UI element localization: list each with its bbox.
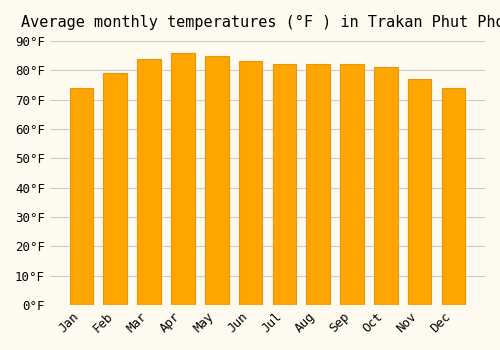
Bar [104,73,127,305]
Bar [340,64,364,305]
Bar [171,52,194,305]
Bar [238,62,262,305]
Title: Average monthly temperatures (°F ) in Trakan Phut Phon: Average monthly temperatures (°F ) in Tr… [21,15,500,30]
Bar [442,88,465,305]
Bar [374,67,398,305]
Bar [138,58,161,305]
Bar [205,56,229,305]
Bar [306,64,330,305]
Bar [272,64,296,305]
Bar [70,88,94,305]
Bar [408,79,432,305]
